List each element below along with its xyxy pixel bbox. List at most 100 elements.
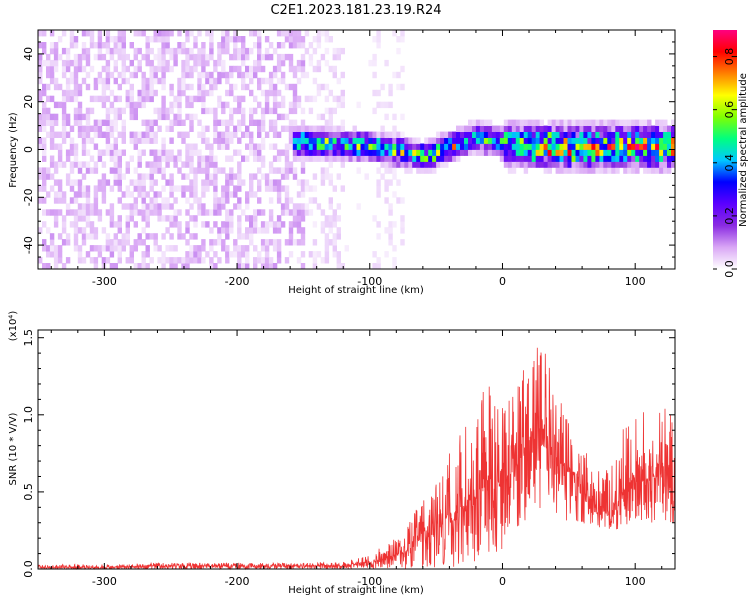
heatmap-cell [400, 215, 405, 222]
heatmap-cell [551, 155, 556, 162]
heatmap-cell [420, 143, 425, 150]
heatmap-cell [145, 83, 150, 91]
heatmap-cell [169, 149, 174, 156]
heatmap-cell [404, 149, 409, 156]
heatmap-cell [161, 251, 166, 258]
heatmap-cell [249, 227, 254, 234]
heatmap-cell [165, 215, 170, 222]
heatmap-cell [169, 47, 174, 55]
heatmap-cell [587, 125, 592, 132]
heatmap-cell [42, 137, 47, 144]
heatmap-cell [316, 113, 322, 121]
heatmap-cell [611, 161, 616, 168]
heatmap-cell [300, 36, 306, 43]
heatmap-cell [149, 203, 154, 210]
heatmap-cell [627, 167, 632, 174]
heatmap-cell [105, 107, 111, 115]
heatmap-cell [356, 203, 361, 210]
heatmap-cell [89, 233, 95, 240]
heatmap-cell [523, 125, 529, 132]
heatmap-cell [145, 203, 150, 210]
heatmap-cell [57, 101, 63, 109]
heatmap-cell [249, 215, 254, 222]
heatmap-cell [173, 101, 178, 109]
heatmap-cell [284, 113, 290, 121]
snr-y-tick-label: 0.0 [22, 560, 35, 578]
heatmap-cell [42, 167, 47, 174]
heatmap-cell [53, 263, 59, 270]
heatmap-cell [332, 221, 337, 228]
heatmap-cell [213, 191, 218, 198]
heatmap-cell [141, 101, 146, 109]
heatmap-cell [472, 125, 477, 132]
heatmap-cell [42, 47, 47, 55]
heatmap-cell [452, 155, 457, 162]
heatmap-cell [440, 137, 445, 144]
heatmap-cell [396, 71, 401, 79]
heatmap-cell [292, 239, 298, 246]
heatmap-cell [268, 161, 274, 168]
heatmap-cell [117, 47, 122, 55]
heatmap-cell [233, 47, 238, 55]
heatmap-cell [276, 215, 282, 222]
heatmap-cell [519, 161, 525, 168]
heatmap-cell [583, 119, 588, 126]
heatmap-cell [213, 263, 218, 270]
heatmap-cell [53, 179, 59, 186]
heatmap-cell [659, 155, 664, 162]
heatmap-cell [444, 149, 449, 156]
heatmap-cell [551, 143, 556, 150]
heatmap-cell [659, 119, 664, 126]
heatmap-cell [189, 167, 194, 174]
heatmap-cell [161, 149, 166, 156]
heatmap-cell [531, 131, 537, 138]
heatmap-cell [105, 119, 111, 126]
heatmap-cell [272, 179, 278, 186]
heatmap-cell [308, 155, 314, 162]
heatmap-cell [555, 119, 560, 126]
heatmap-cell [264, 221, 270, 228]
heatmap-cell [607, 137, 612, 144]
heatmap-cell [161, 233, 166, 240]
heatmap-cell [233, 125, 238, 132]
heatmap-cell [89, 167, 95, 174]
heatmap-cell [105, 71, 111, 79]
heatmap-cell [61, 215, 67, 222]
heatmap-cell [153, 107, 158, 115]
heatmap-cell [507, 119, 513, 126]
heatmap-cell [205, 107, 210, 115]
heatmap-cell [356, 101, 361, 109]
heatmap-cell [77, 107, 83, 115]
heatmap-cell [177, 89, 182, 97]
heatmap-cell [400, 143, 405, 150]
heatmap-cell [205, 161, 210, 168]
heatmap-cell [324, 59, 330, 67]
heatmap-cell [61, 197, 67, 204]
heatmap-cell [193, 221, 198, 228]
heatmap-cell [109, 149, 115, 156]
heatmap-cell [169, 107, 174, 115]
heatmap-cell [527, 155, 533, 162]
heatmap-cell [392, 161, 397, 168]
heatmap-cell [145, 251, 150, 258]
heatmap-cell [288, 42, 294, 49]
heatmap-cell [428, 143, 433, 150]
heatmap-cell [117, 161, 122, 168]
heatmap-cell [272, 143, 278, 150]
heatmap-cell [141, 137, 146, 144]
heatmap-cell [260, 53, 266, 61]
heatmap-cell [555, 161, 560, 168]
heatmap-cell [464, 143, 469, 150]
heatmap-cell [65, 47, 71, 55]
heatmap-cell [340, 149, 345, 156]
heatmap-cell [356, 149, 361, 156]
heatmap-cell [615, 131, 620, 138]
heatmap-cell [388, 155, 393, 162]
heatmap-cell [73, 107, 79, 115]
heatmap-cell [456, 143, 461, 150]
heatmap-cell [81, 125, 87, 132]
heatmap-cell [209, 71, 214, 79]
heatmap-cell [324, 95, 330, 103]
heatmap-cell [276, 89, 282, 97]
heatmap-cell [245, 245, 250, 252]
